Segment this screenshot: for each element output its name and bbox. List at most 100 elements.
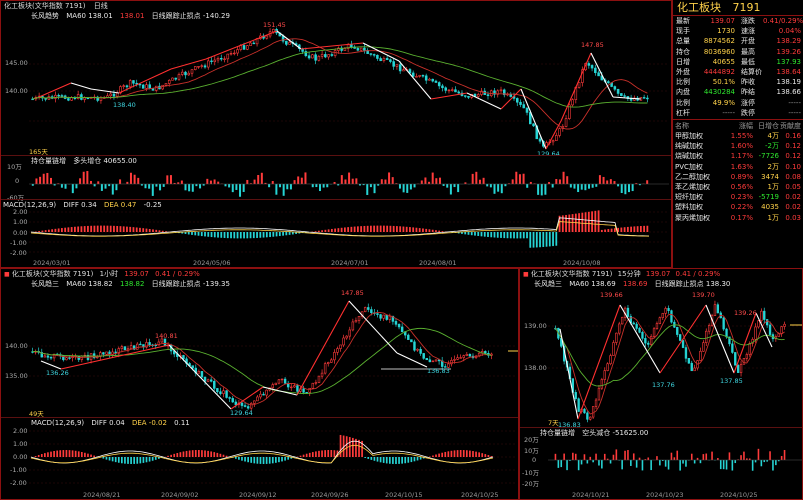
- daily-candle: [389, 59, 392, 62]
- hourly-candle: [148, 342, 151, 346]
- hourly-candle: [317, 375, 321, 383]
- m15-ma-line: [555, 313, 785, 415]
- hourly-candle: [243, 405, 247, 407]
- m15-candle: [681, 340, 685, 348]
- m15-chart-canvas[interactable]: [520, 269, 803, 500]
- hourly-candle: [136, 343, 139, 350]
- m15-trend-line: [659, 304, 707, 374]
- daily-macd-y: 0.00: [13, 229, 28, 237]
- hourly-candle: [256, 396, 259, 402]
- hourly-x-label: 2024/09/26: [311, 491, 349, 499]
- hourly-candle: [49, 357, 53, 359]
- m15-candle: [620, 317, 624, 325]
- quote-label: 外盘: [676, 67, 690, 76]
- quote-value: 138.19: [776, 78, 802, 87]
- quote-rows: 最新 139.07 涨跌 0.41/0.29% 现手 1730 速涨 0.04% 总量 88745…: [673, 16, 803, 118]
- hourly-candle: [240, 402, 244, 406]
- constituent-name: 乙二醇加权: [675, 172, 710, 181]
- constituent-row[interactable]: PVC加权 1.63% 2万 0.10: [673, 162, 803, 172]
- daily-candle: [171, 77, 174, 81]
- m15-candle: [687, 358, 691, 364]
- hourly-candle: [456, 357, 459, 360]
- daily-ma-line: [32, 38, 648, 130]
- fifteen-minute-chart-pane[interactable]: ■ 化工板块(文华指数 7191) 15分钟 139.07 0.41 / 0.2…: [519, 268, 803, 500]
- hourly-candle: [450, 360, 453, 365]
- hourly-macd-diff: DIFF 0.04: [91, 419, 125, 427]
- hourly-candle: [105, 351, 108, 355]
- m15-candle: [658, 317, 662, 324]
- constituent-name: 苯乙烯加权: [675, 183, 710, 191]
- constituent-row[interactable]: 聚丙烯加权 0.17% 1万 0.03: [673, 213, 803, 223]
- m15-candle: [757, 320, 760, 328]
- hourly-change: 0.41 / 0.29%: [155, 270, 200, 278]
- daily-trend-line: [70, 82, 92, 90]
- daily-candle: [555, 135, 558, 141]
- hourly-chart-pane[interactable]: ■ 化工板块(文华指数 7191) 1小时 139.07 0.41 / 0.29…: [0, 268, 519, 500]
- hourly-candle: [385, 314, 388, 320]
- daily-macd-header: MACD(12,26,9) DIFF 0.34 DEA 0.47 -0.25: [3, 200, 167, 210]
- hourly-candle: [40, 352, 44, 358]
- daily-candle: [613, 86, 617, 90]
- quote-label: 比例: [676, 78, 690, 87]
- quote-row: 最新 139.07 涨跌 0.41/0.29%: [673, 16, 803, 26]
- hourly-ma60-line: [32, 327, 492, 395]
- m15-candle: [768, 324, 772, 335]
- daily-candle: [499, 89, 503, 92]
- hourly-candle: [139, 343, 142, 346]
- daily-candle: [229, 53, 233, 55]
- hourly-symbol-title: 化工板块(文华指数 7191): [11, 270, 94, 278]
- quote-label: 最新: [676, 17, 690, 25]
- daily-candle: [190, 69, 194, 74]
- constituent-row[interactable]: 烧碱加权 1.17% -7726 0.12: [673, 151, 803, 161]
- hourly-candle: [259, 393, 262, 398]
- daily-macd-y: 2.00: [13, 208, 28, 216]
- hourly-indicator-header: 长风趋三 MA60 138.82 138.82 日线跟踪止损点 -139.35: [31, 279, 235, 289]
- daily-candle: [112, 93, 116, 97]
- hourly-candle: [416, 348, 419, 351]
- daily-candle: [431, 78, 434, 82]
- constituent-row[interactable]: 塑料加权 0.22% 4035 0.02: [673, 202, 803, 212]
- constituent-row[interactable]: 乙二醇加权 0.89% 3474 0.08: [673, 172, 803, 182]
- daily-chart-title: 化工板块(文华指数 7191) 日线: [1, 1, 108, 11]
- m15-annotation: 139.26: [734, 309, 757, 317]
- hourly-trend-line: [296, 300, 350, 396]
- constituent-row[interactable]: 甲醇加权 1.55% 4万 0.16: [673, 131, 803, 141]
- m15-candle: [667, 308, 670, 311]
- hourly-candle: [46, 355, 50, 358]
- daily-trend-line: [205, 30, 278, 60]
- constituent-row[interactable]: 苯乙烯加权 0.56% 1万 0.05: [673, 182, 803, 192]
- constituent-row[interactable]: 纯碱加权 1.60% -2万 0.12: [673, 141, 803, 151]
- daily-candle: [587, 63, 591, 66]
- daily-chart-canvas[interactable]: [1, 1, 672, 268]
- daily-trend-line: [545, 120, 562, 150]
- daily-days-label: 165天: [29, 148, 48, 156]
- hourly-candle: [465, 353, 469, 356]
- daily-trend-line: [362, 42, 400, 62]
- daily-x-label: 2024/10/08: [563, 259, 601, 267]
- m15-candle: [754, 326, 757, 340]
- daily-candle: [109, 93, 112, 97]
- daily-x-label: 2024/08/01: [419, 259, 457, 267]
- hourly-candle: [123, 346, 127, 351]
- daily-candle: [197, 66, 200, 68]
- daily-trend-line: [590, 52, 614, 98]
- hourly-price: 139.07: [124, 270, 149, 278]
- m15-chart-title: ■ 化工板块(文华指数 7191) 15分钟 139.07 0.41 / 0.2…: [523, 270, 721, 278]
- daily-chart-pane[interactable]: 化工板块(文华指数 7191) 日线 长风趋势 MA60 138.01 138.…: [0, 0, 672, 268]
- daily-candle: [128, 80, 132, 88]
- daily-x-label: 2024/03/01: [33, 259, 71, 267]
- m15-oi-y: 0: [532, 456, 537, 464]
- quote-label: 内盘: [676, 88, 690, 97]
- daily-candle: [568, 104, 571, 119]
- daily-candle: [203, 65, 207, 68]
- constituent-row[interactable]: 短纤加权 0.23% -5719 0.02: [673, 192, 803, 202]
- daily-indicator-header: 长风趋势 MA60 138.01 138.01 日线跟踪止损点 -140.29: [31, 11, 235, 21]
- m15-candle: [728, 336, 731, 345]
- hourly-chart-canvas[interactable]: [1, 269, 519, 500]
- constituent-name: 烧碱加权: [675, 152, 703, 161]
- hourly-candle: [407, 334, 410, 340]
- cons-header-name: 名称: [675, 121, 689, 130]
- hourly-candle: [157, 341, 161, 346]
- hourly-candle: [434, 359, 438, 362]
- hourly-candle: [453, 359, 456, 361]
